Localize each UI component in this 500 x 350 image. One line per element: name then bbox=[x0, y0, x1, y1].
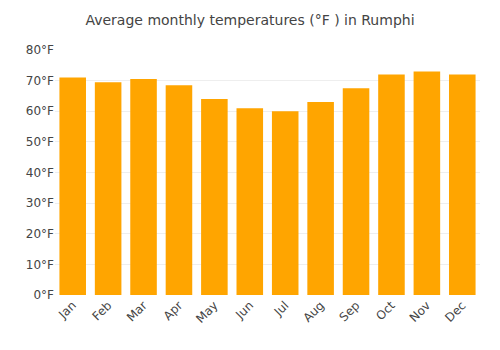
svg-text:80°F: 80°F bbox=[26, 43, 54, 57]
svg-text:40°F: 40°F bbox=[26, 166, 54, 180]
svg-text:30°F: 30°F bbox=[26, 196, 54, 210]
svg-text:50°F: 50°F bbox=[26, 135, 54, 149]
svg-text:70°F: 70°F bbox=[26, 74, 54, 88]
svg-text:Sep: Sep bbox=[337, 298, 363, 324]
svg-text:Jun: Jun bbox=[232, 298, 256, 322]
svg-text:Jul: Jul bbox=[271, 298, 292, 319]
svg-text:20°F: 20°F bbox=[26, 227, 54, 241]
svg-text:60°F: 60°F bbox=[26, 104, 54, 118]
svg-text:Oct: Oct bbox=[373, 298, 398, 323]
svg-text:Aug: Aug bbox=[301, 298, 327, 324]
svg-text:May: May bbox=[193, 298, 220, 325]
svg-text:Nov: Nov bbox=[407, 298, 433, 324]
svg-text:Mar: Mar bbox=[124, 298, 150, 324]
svg-text:Average monthly temperatures (: Average monthly temperatures (°F ) in Ru… bbox=[85, 12, 414, 28]
svg-text:Dec: Dec bbox=[442, 298, 468, 324]
svg-text:Apr: Apr bbox=[161, 298, 186, 323]
svg-text:0°F: 0°F bbox=[33, 288, 54, 302]
svg-text:Feb: Feb bbox=[90, 298, 115, 323]
svg-text:10°F: 10°F bbox=[26, 258, 54, 272]
svg-text:Jan: Jan bbox=[55, 298, 79, 322]
